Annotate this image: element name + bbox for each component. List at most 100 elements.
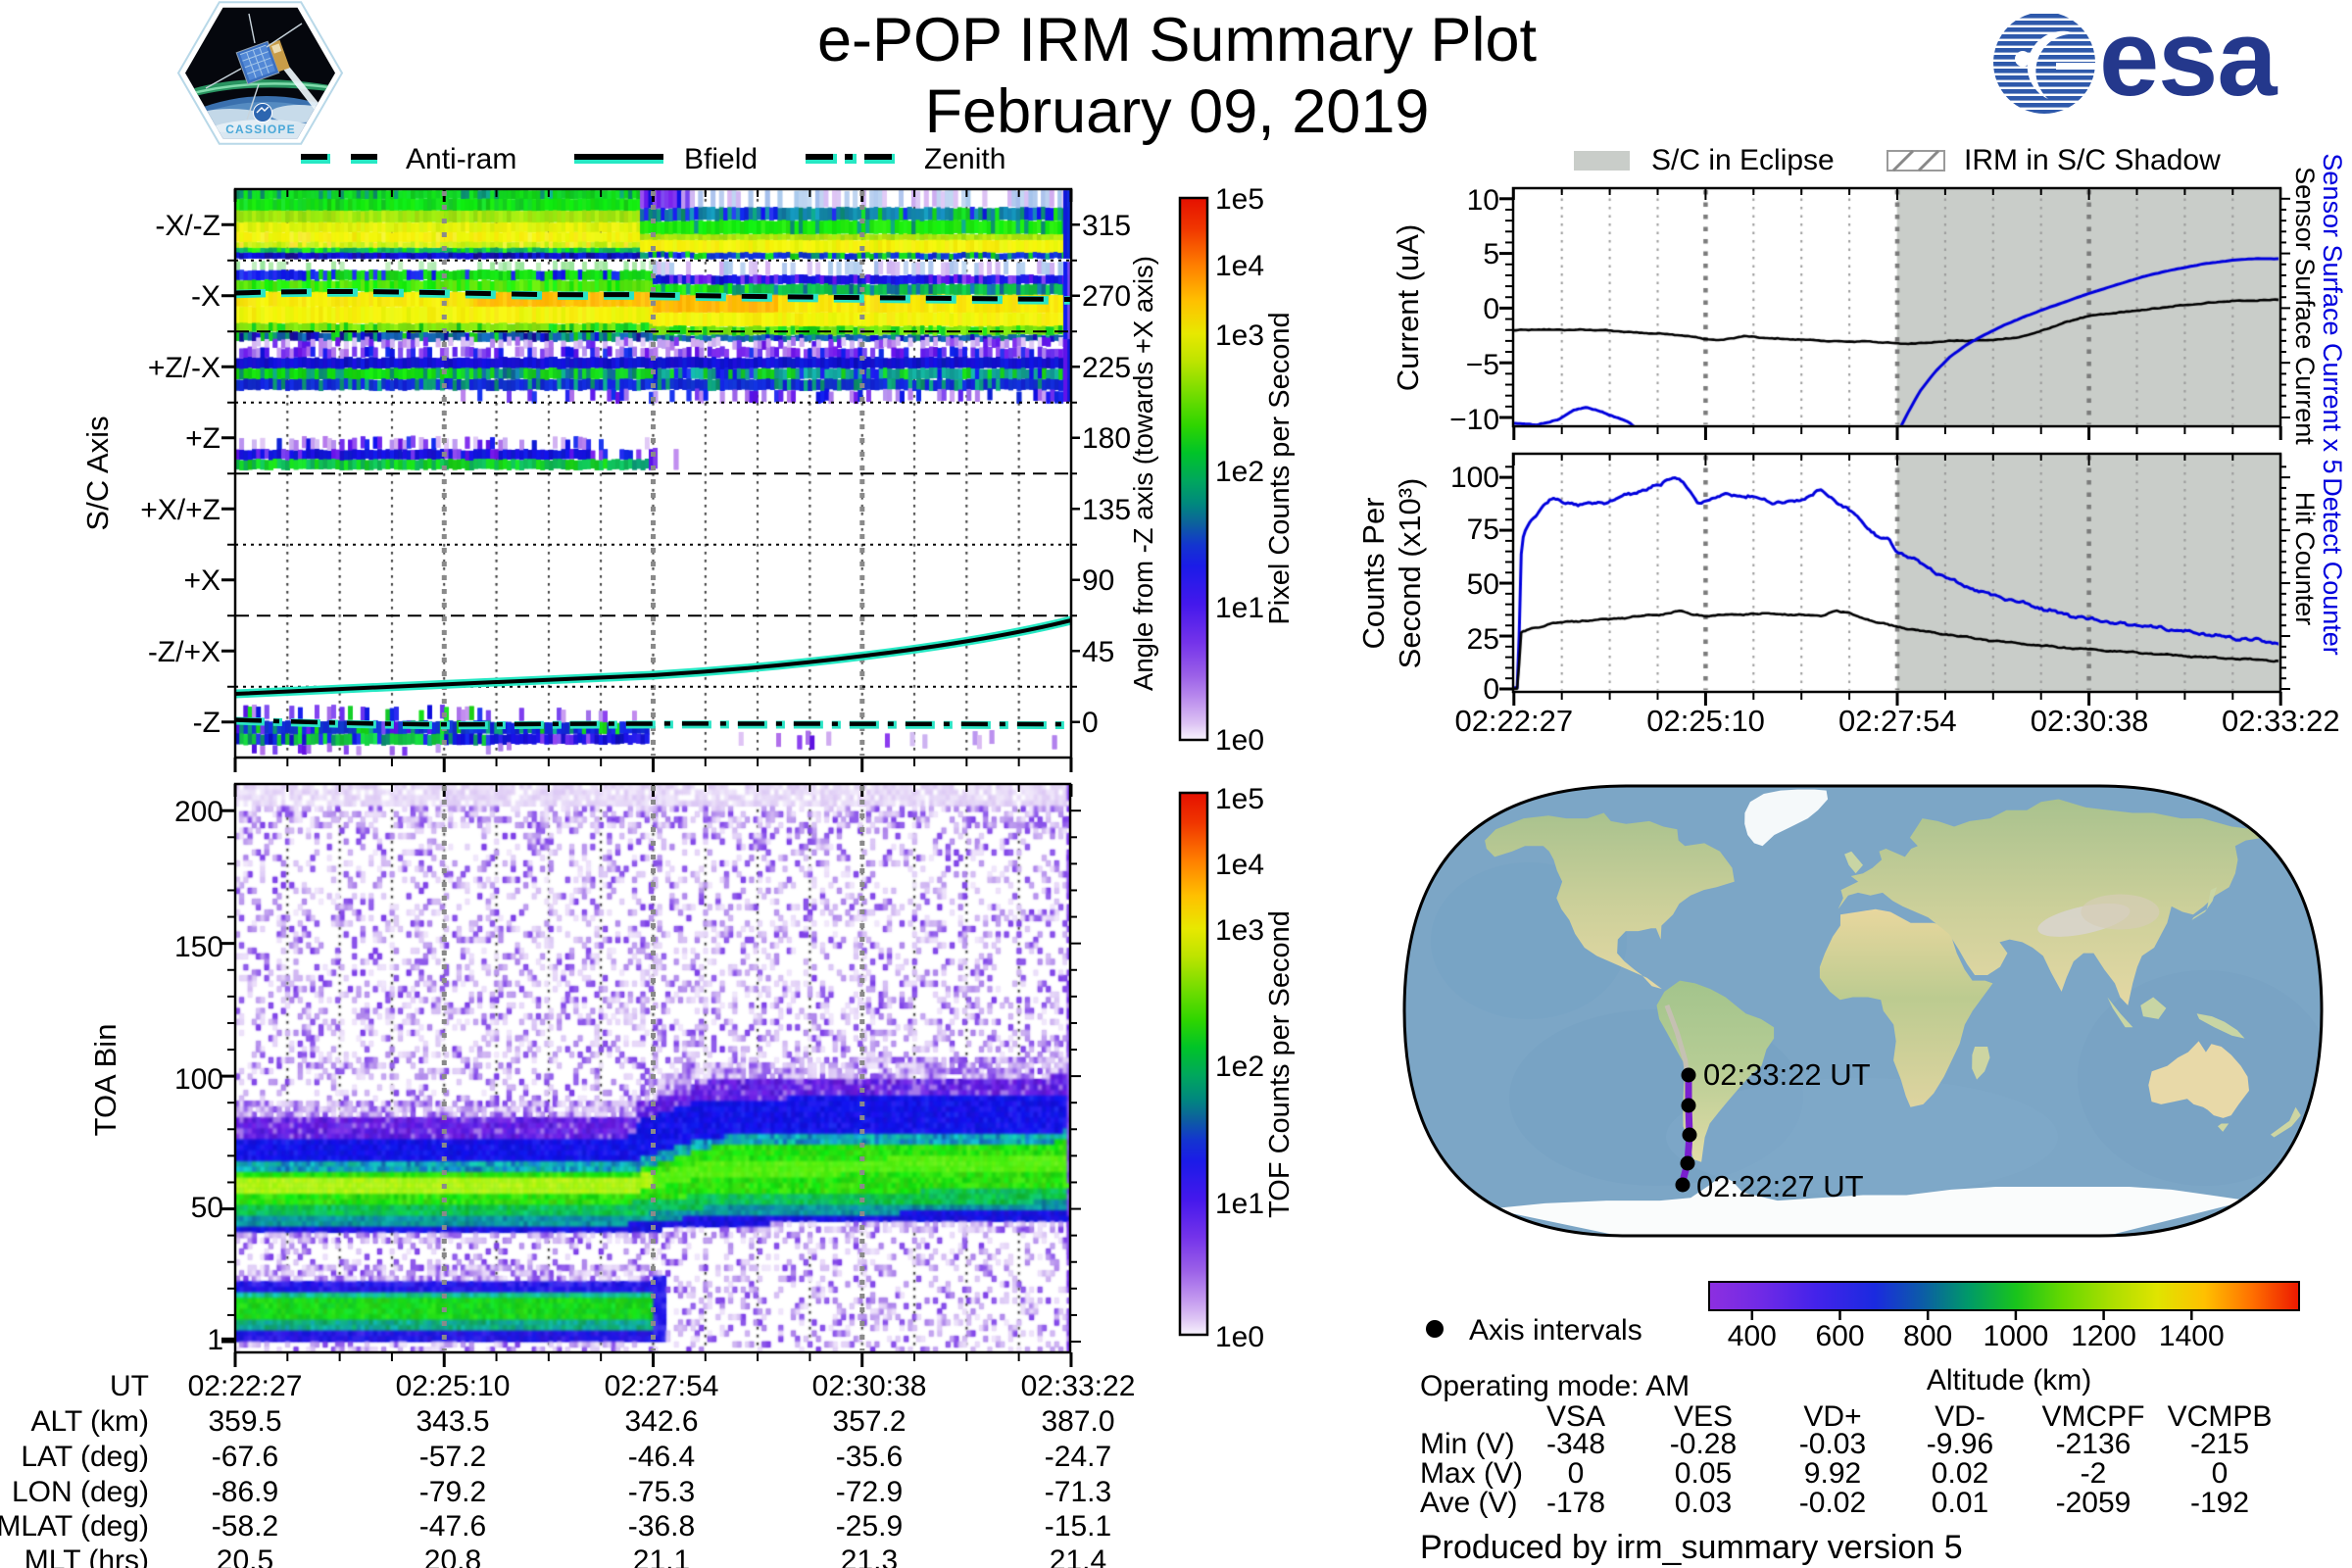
svg-text:Counts Per: Counts Per [1356, 497, 1391, 649]
svg-text:21.4: 21.4 [1050, 1544, 1106, 1568]
svg-text:-192: -192 [2190, 1487, 2249, 1519]
svg-text:-67.6: -67.6 [212, 1441, 278, 1473]
svg-text:180: 180 [1082, 422, 1131, 455]
svg-text:Sensor Surface Current: Sensor Surface Current [2290, 167, 2320, 445]
svg-text:Operating mode: AM: Operating mode: AM [1420, 1370, 1690, 1402]
svg-text:-9.96: -9.96 [1927, 1428, 1993, 1460]
svg-text:21.3: 21.3 [841, 1544, 898, 1568]
svg-text:0: 0 [1568, 1457, 1585, 1490]
svg-text:1000: 1000 [1984, 1320, 2049, 1352]
svg-text:-79.2: -79.2 [419, 1476, 486, 1508]
svg-text:0: 0 [1483, 293, 1499, 325]
svg-text:75: 75 [1467, 514, 1499, 546]
svg-text:Max (V): Max (V) [1420, 1457, 1523, 1490]
svg-text:1e2: 1e2 [1215, 1051, 1264, 1083]
svg-text:-Z/+X: -Z/+X [148, 636, 220, 668]
svg-text:-0.28: -0.28 [1670, 1428, 1737, 1460]
svg-text:VD+: VD+ [1803, 1400, 1861, 1433]
svg-text:1: 1 [207, 1324, 223, 1356]
svg-text:0: 0 [1483, 673, 1499, 706]
svg-text:100: 100 [1450, 462, 1499, 494]
svg-text:-47.6: -47.6 [419, 1510, 486, 1543]
svg-text:-36.8: -36.8 [628, 1510, 695, 1543]
svg-text:LAT (deg): LAT (deg) [21, 1441, 149, 1473]
svg-text:MLAT (deg): MLAT (deg) [0, 1510, 149, 1543]
svg-text:20.5: 20.5 [217, 1544, 273, 1568]
svg-text:90: 90 [1082, 564, 1114, 597]
svg-text:-58.2: -58.2 [212, 1510, 278, 1543]
svg-text:Sensor Surface Current x 5: Sensor Surface Current x 5 [2318, 153, 2347, 473]
svg-text:0.01: 0.01 [1932, 1487, 1988, 1519]
svg-text:0: 0 [2212, 1457, 2229, 1490]
svg-text:600: 600 [1815, 1320, 1864, 1352]
svg-text:S/C in Eclipse: S/C in Eclipse [1651, 144, 1835, 176]
svg-text:Pixel Counts per Second: Pixel Counts per Second [1264, 312, 1296, 624]
svg-text:135: 135 [1082, 494, 1131, 526]
svg-text:-X: -X [191, 280, 220, 313]
svg-text:CASSIOPE: CASSIOPE [225, 122, 296, 136]
svg-text:-0.03: -0.03 [1799, 1428, 1866, 1460]
svg-text:+Z: +Z [185, 422, 220, 455]
svg-text:TOF Counts per Second: TOF Counts per Second [1264, 910, 1296, 1218]
svg-text:1e0: 1e0 [1215, 724, 1264, 757]
svg-text:02:33:22: 02:33:22 [1021, 1370, 1136, 1402]
svg-text:50: 50 [191, 1192, 223, 1224]
svg-text:-15.1: -15.1 [1045, 1510, 1111, 1543]
svg-text:+X/+Z: +X/+Z [140, 494, 220, 526]
svg-text:−5: −5 [1466, 349, 1499, 381]
svg-text:270: 270 [1082, 280, 1131, 313]
svg-text:VD-: VD- [1935, 1400, 1985, 1433]
svg-text:1200: 1200 [2071, 1320, 2136, 1352]
svg-text:50: 50 [1467, 568, 1499, 601]
svg-text:LON (deg): LON (deg) [12, 1476, 149, 1508]
svg-text:-75.3: -75.3 [628, 1476, 695, 1508]
svg-text:-72.9: -72.9 [836, 1476, 903, 1508]
svg-text:VES: VES [1674, 1400, 1733, 1433]
svg-text:e-POP IRM Summary Plot: e-POP IRM Summary Plot [817, 6, 1538, 74]
svg-text:-0.02: -0.02 [1799, 1487, 1866, 1519]
svg-text:1e1: 1e1 [1215, 592, 1264, 624]
svg-text:02:30:38: 02:30:38 [812, 1370, 927, 1402]
svg-text:Current (uA): Current (uA) [1391, 224, 1425, 392]
svg-text:342.6: 342.6 [624, 1405, 698, 1438]
svg-text:343.5: 343.5 [416, 1405, 489, 1438]
svg-text:150: 150 [174, 931, 223, 963]
svg-text:359.5: 359.5 [208, 1405, 281, 1438]
svg-text:02:27:54: 02:27:54 [1838, 704, 1957, 738]
svg-text:315: 315 [1082, 210, 1131, 242]
svg-text:200: 200 [174, 796, 223, 828]
svg-text:-2136: -2136 [2056, 1428, 2132, 1460]
svg-text:Ave (V): Ave (V) [1420, 1487, 1517, 1519]
svg-text:S/C Axis: S/C Axis [80, 416, 115, 530]
svg-text:-71.3: -71.3 [1045, 1476, 1111, 1508]
svg-text:-86.9: -86.9 [212, 1476, 278, 1508]
svg-text:02:22:27: 02:22:27 [1454, 704, 1573, 738]
svg-text:Produced by irm_summary versio: Produced by irm_summary version 5 [1420, 1529, 1963, 1566]
svg-text:45: 45 [1082, 636, 1114, 668]
svg-text:02:33:22 UT: 02:33:22 UT [1703, 1057, 1871, 1092]
svg-text:UT: UT [110, 1370, 149, 1402]
svg-text:+Z/-X: +Z/-X [148, 352, 220, 384]
svg-text:TOA Bin: TOA Bin [88, 1024, 122, 1137]
svg-text:20.8: 20.8 [424, 1544, 481, 1568]
svg-text:02:27:54: 02:27:54 [605, 1370, 719, 1402]
svg-text:25: 25 [1467, 623, 1499, 656]
svg-text:0.02: 0.02 [1932, 1457, 1988, 1490]
svg-text:IRM in S/C Shadow: IRM in S/C Shadow [1964, 144, 2221, 176]
svg-text:02:22:27: 02:22:27 [188, 1370, 303, 1402]
svg-text:Hit Counter: Hit Counter [2290, 492, 2320, 626]
svg-text:-24.7: -24.7 [1045, 1441, 1111, 1473]
svg-text:-2059: -2059 [2056, 1487, 2132, 1519]
svg-text:357.2: 357.2 [832, 1405, 906, 1438]
svg-text:VSA: VSA [1546, 1400, 1605, 1433]
svg-text:02:30:38: 02:30:38 [2031, 704, 2149, 738]
svg-text:5: 5 [1483, 238, 1499, 270]
svg-text:02:25:10: 02:25:10 [396, 1370, 511, 1402]
svg-text:-Z: -Z [193, 707, 220, 739]
svg-text:0.03: 0.03 [1675, 1487, 1732, 1519]
svg-text:1e4: 1e4 [1215, 849, 1264, 881]
svg-text:-46.4: -46.4 [628, 1441, 695, 1473]
svg-text:1e3: 1e3 [1215, 914, 1264, 947]
svg-text:0: 0 [1082, 707, 1099, 739]
svg-text:387.0: 387.0 [1041, 1405, 1114, 1438]
